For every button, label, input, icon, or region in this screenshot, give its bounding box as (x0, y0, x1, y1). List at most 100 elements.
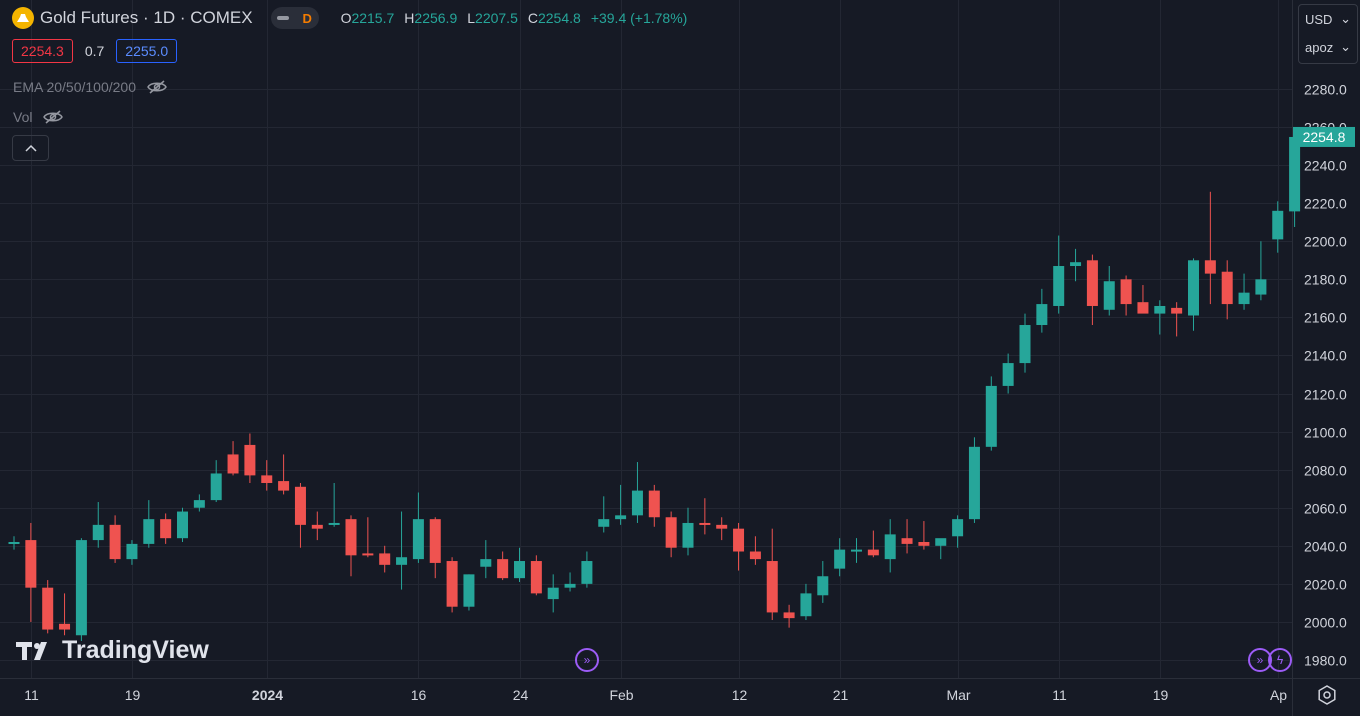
quote-bar: 2254.3 0.7 2255.0 (12, 39, 178, 63)
candle (901, 519, 913, 554)
currency-selector[interactable]: USD ⌄ apoz ⌄ (1298, 4, 1358, 64)
candle-body (682, 522, 694, 548)
time-axis[interactable]: 11 19 2024 16 24 Feb 12 21 Mar 11 19 Ap (24, 687, 1287, 703)
candle (1070, 248, 1082, 282)
currency-dropdown[interactable]: USD ⌄ (1299, 5, 1357, 33)
tradingview-watermark: TradingView (16, 636, 209, 665)
candle-body (918, 541, 930, 546)
candle (648, 484, 660, 527)
candle-body (210, 473, 222, 501)
candle-body (1171, 307, 1183, 314)
high-value: 2256.9 (414, 10, 458, 26)
candle (851, 538, 862, 563)
candle-body (1019, 325, 1031, 364)
candle (1289, 132, 1301, 227)
eye-off-icon[interactable] (146, 79, 168, 95)
candle (547, 574, 559, 613)
candle (1103, 266, 1115, 316)
candle (564, 572, 576, 592)
sell-button[interactable]: 2254.3 (12, 39, 73, 63)
price-tick-label: 2160.0 (1304, 310, 1347, 326)
candle (1002, 353, 1014, 394)
candle (968, 437, 980, 523)
price-tick-label: 2220.0 (1304, 196, 1347, 212)
price-tick-label: 2200.0 (1304, 234, 1347, 250)
candle (42, 580, 54, 634)
candle-body (985, 385, 997, 447)
candle-body (261, 475, 273, 483)
candle-body (598, 519, 610, 527)
candle-body (227, 454, 239, 474)
price-tick-label: 2100.0 (1304, 425, 1347, 441)
candle-body (817, 576, 829, 596)
candle (463, 574, 475, 611)
candle (766, 528, 778, 621)
candle-body (968, 446, 980, 520)
candle (631, 462, 643, 523)
candle-body (160, 519, 172, 539)
candle (1137, 285, 1149, 314)
price-tick-label: 2240.0 (1304, 158, 1347, 174)
time-tick-label: Ap (1270, 687, 1287, 703)
price-tick-label: 2060.0 (1304, 501, 1347, 517)
candle (598, 496, 610, 533)
candle-body (25, 540, 37, 588)
candle-body (8, 541, 20, 544)
time-tick-label: Feb (609, 687, 633, 703)
candle-body (716, 524, 728, 529)
candle-body (1221, 271, 1233, 305)
candle (867, 530, 879, 558)
symbol-title[interactable]: Gold Futures · 1D · COMEX (40, 8, 253, 27)
candle (1154, 300, 1166, 335)
time-tick-label: 16 (411, 687, 427, 703)
change-value: +39.4 (+1.78%) (590, 10, 688, 26)
candle (345, 515, 357, 577)
time-tick-label: 19 (1153, 687, 1169, 703)
candle-body (749, 551, 761, 560)
close-value: 2254.8 (537, 10, 581, 26)
lightning-icon[interactable]: ϟ (1268, 648, 1292, 672)
candle (1086, 254, 1098, 326)
candle-body (463, 574, 475, 607)
last-price-box (1293, 126, 1355, 147)
candle (446, 557, 458, 613)
high-label: H (404, 10, 415, 26)
collapse-legend-button[interactable] (12, 135, 49, 161)
time-tick-label: 2024 (252, 687, 283, 703)
gold-logo-icon (12, 7, 34, 29)
eye-off-icon[interactable] (42, 109, 64, 125)
candle (25, 522, 37, 622)
candle (699, 498, 711, 535)
candle-body (1053, 266, 1065, 306)
candle (193, 494, 205, 512)
buy-button[interactable]: 2255.0 (116, 39, 178, 63)
candle (1053, 235, 1065, 314)
price-tick-label: 2000.0 (1304, 615, 1347, 631)
indicator-ema[interactable]: EMA 20/50/100/200 (13, 79, 168, 95)
candle (261, 460, 273, 491)
time-tick-label: 19 (125, 687, 141, 703)
candle-body (143, 519, 155, 544)
event-marker-icon[interactable]: » (575, 648, 599, 672)
candle-body (497, 559, 509, 579)
candle (109, 515, 121, 563)
candle (429, 517, 441, 579)
candle (1019, 313, 1031, 373)
unit-dropdown[interactable]: apoz ⌄ (1299, 33, 1357, 61)
price-axis[interactable]: 1980.0 2000.0 2020.0 2040.0 2060.0 2080.0 2100… (1293, 82, 1355, 669)
candle-body (362, 553, 374, 556)
candle (581, 551, 593, 588)
candle (935, 538, 947, 560)
candle-body (631, 490, 643, 516)
last-price-label: 2254.8 (1293, 126, 1355, 147)
candle-body (92, 524, 104, 541)
market-status-pill[interactable]: D (270, 7, 319, 29)
indicator-vol[interactable]: Vol (13, 109, 64, 125)
candle-body (177, 511, 188, 539)
candle (1188, 258, 1199, 331)
candle (530, 555, 542, 596)
candle-body (514, 561, 525, 579)
settings-gear-icon[interactable] (1316, 684, 1338, 706)
candle (1255, 241, 1267, 301)
